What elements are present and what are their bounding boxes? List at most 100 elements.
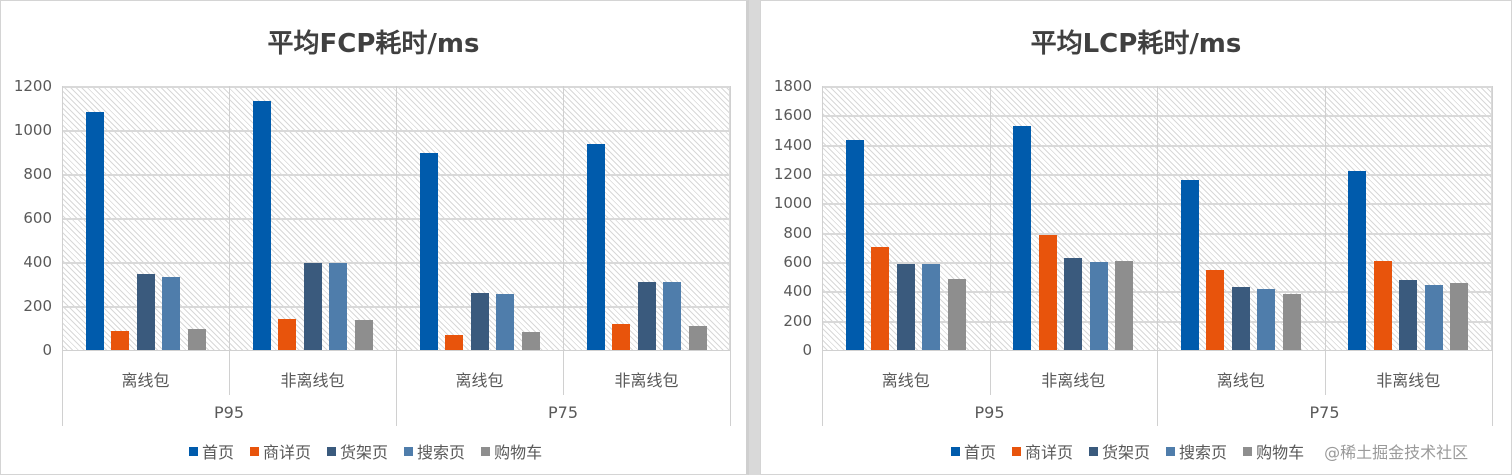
bar [586,144,605,350]
category-label: 离线包 [455,371,504,390]
y-tick-label: 200 [23,297,52,315]
gridline [62,218,729,220]
y-tick-label: 1000 [773,194,812,213]
legend-label: 搜索页 [417,443,466,462]
legend-label: 商详页 [1025,443,1074,462]
category-label: 非离线包 [280,371,345,390]
category-divider [822,86,823,426]
bar [1180,179,1199,350]
legend-item: 首页 [951,439,996,463]
bar [496,294,514,350]
bar [845,139,864,350]
category-label: 离线包 [121,371,170,390]
legend-item: 货架页 [327,439,388,463]
legend-swatch-icon [1012,446,1022,456]
gridline [62,306,729,308]
group-label: P95 [213,403,244,422]
bar [162,277,180,350]
gridline [822,203,1491,206]
category-label: 离线包 [1216,371,1265,390]
gridline [822,115,1491,118]
bar [278,319,296,350]
y-tick-label: 600 [783,253,812,271]
bar [252,101,271,350]
bar [688,325,707,350]
y-tick-label: 800 [23,165,52,183]
category-divider [396,86,397,426]
legend-item: 购物车 [1243,439,1304,463]
category-label: 非离线包 [1376,371,1441,390]
legend-swatch-icon [951,446,960,456]
legend-label: 首页 [964,443,997,462]
bar [85,112,104,350]
bar [136,274,155,350]
bar [1348,171,1367,350]
legend-item: 购物车 [481,439,542,463]
y-tick-label: 0 [42,341,52,359]
legend-item: 货架页 [1089,439,1150,463]
y-tick-label: 1200 [13,77,52,95]
gridline [822,232,1491,235]
y-tick-label: 1800 [773,77,812,95]
bar [1115,260,1134,350]
bar [1206,270,1225,350]
legend-swatch-icon [481,446,491,456]
bar [354,320,373,350]
legend: 首页 商详页 货架页 搜索页 购物车 [189,439,542,463]
category-divider [1324,86,1326,395]
category-divider [62,86,63,426]
bar [896,264,915,350]
y-tick-label: 0 [802,341,812,359]
legend-item: 首页 [189,439,234,463]
legend-swatch-icon [404,446,414,456]
bar [663,282,681,350]
bar [637,282,656,350]
gridline [822,320,1491,323]
bar [1231,286,1250,350]
bar [470,293,489,350]
bar [445,334,463,350]
y-tick-label: 1000 [13,121,52,139]
bar [612,323,630,350]
chart-title: 平均FCP耗时/ms [267,29,480,59]
watermark: @稀土掘金技术社区 [1324,443,1469,462]
bar [871,247,890,350]
legend-swatch-icon [1166,446,1176,456]
legend-label: 货架页 [1102,443,1151,462]
group-label: P75 [1309,403,1340,422]
legend-swatch-icon [1089,446,1099,456]
gridline [62,130,729,132]
bar [1013,125,1032,350]
category-divider [989,86,991,395]
category-label: 离线包 [881,371,930,390]
y-tick-label: 600 [23,209,52,227]
bar [187,329,206,350]
gridline [822,174,1491,176]
gridline [62,262,729,264]
bar [1450,282,1469,350]
bar [111,331,129,350]
category-divider [563,86,564,395]
fcp-chart-panel: 平均FCP耗时/ms 0 200 400 600 800 1000 1200 离线包 非离线包 P… [0,0,749,475]
legend: 首页 商详页 货架页 搜索页 购物车 @稀土掘金技术社区 [951,439,1468,463]
legend-item: 搜索页 [404,439,465,463]
y-tick-label: 800 [783,223,812,242]
chart-title: 平均LCP耗时/ms [1030,29,1242,59]
category-divider [229,86,230,395]
gridline [822,262,1491,264]
bar [922,264,941,350]
gridline [62,86,729,88]
y-tick-label: 1400 [773,135,812,154]
bar [521,332,540,350]
gridline [822,291,1491,294]
y-tick-label: 200 [783,311,812,330]
group-label: P95 [974,403,1005,422]
legend-label: 商详页 [263,443,312,462]
y-tick-label: 400 [23,253,52,271]
gridline [822,144,1491,147]
bar [947,278,966,350]
bar [1064,257,1083,350]
lcp-chart-panel: 平均LCP耗时/ms 0 200 400 600 800 1000 1200 1400 1600… [760,0,1512,475]
legend-label: 搜索页 [1179,443,1228,462]
group-label: P75 [547,403,578,422]
